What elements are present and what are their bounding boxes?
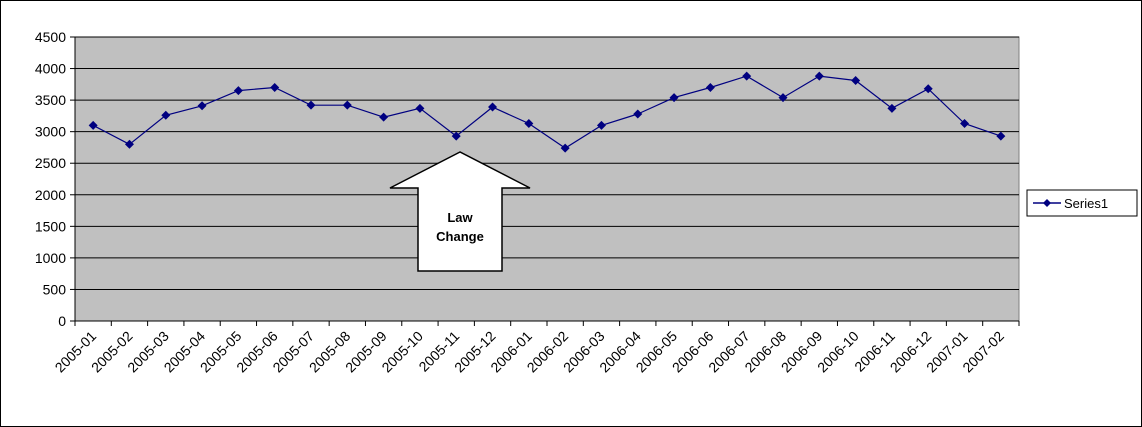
y-axis: 0 500 1000 1500 2000 2500 3000 3500 4000 4500 [35, 29, 76, 329]
data-point-marker [197, 101, 207, 111]
data-point-marker [161, 110, 171, 120]
data-point-marker [88, 120, 98, 130]
data-point-marker [451, 131, 461, 141]
data-point-marker [379, 112, 389, 122]
data-point-marker [633, 109, 643, 119]
annotation-line-1: Law [447, 210, 473, 225]
y-tick-label: 0 [58, 313, 66, 329]
data-point-marker [524, 118, 534, 128]
data-point-marker [887, 103, 897, 113]
y-tick-label: 1500 [35, 218, 66, 234]
series-layer [88, 71, 1006, 153]
data-point-marker [996, 131, 1006, 141]
data-point-marker [596, 120, 606, 130]
law-change-arrow: Law Change [389, 151, 531, 272]
y-tick-label: 3500 [35, 92, 66, 108]
data-point-marker [233, 86, 243, 96]
series-line [92, 75, 1001, 149]
legend: Series1 [1026, 189, 1138, 217]
y-tick-label: 2500 [35, 155, 66, 171]
data-point-marker [814, 71, 824, 81]
y-tick-label: 1000 [35, 250, 66, 266]
data-point-marker [270, 82, 280, 92]
data-point-marker [742, 71, 752, 81]
data-point-marker [306, 100, 316, 110]
data-point-marker [488, 102, 498, 112]
data-point-marker [851, 76, 861, 86]
data-point-marker [960, 118, 970, 128]
y-tick-label: 2000 [35, 187, 66, 203]
y-tick-label: 4000 [35, 61, 66, 77]
legend-marker [1043, 199, 1051, 207]
y-tick-label: 500 [43, 281, 67, 297]
y-tick-label: 4500 [35, 29, 66, 45]
legend-label: Series1 [1064, 196, 1108, 211]
data-point-marker [778, 93, 788, 103]
data-point-marker [560, 143, 570, 153]
y-tick-label: 3000 [35, 124, 66, 140]
gridlines [75, 36, 1019, 290]
data-point-marker [415, 103, 425, 113]
up-arrow-shape [389, 151, 531, 272]
data-point-marker [124, 139, 134, 149]
annotation-line-2: Change [436, 229, 484, 244]
data-point-marker [342, 100, 352, 110]
plot-area [74, 36, 1020, 322]
data-point-marker [705, 82, 715, 92]
data-point-marker [923, 84, 933, 94]
data-point-marker [669, 93, 679, 103]
